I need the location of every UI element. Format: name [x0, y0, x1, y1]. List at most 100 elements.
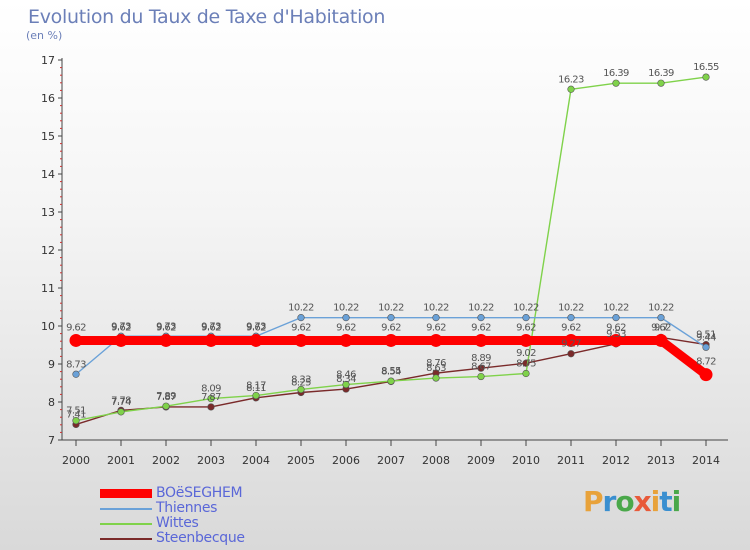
- data-point: [387, 314, 395, 322]
- data-point: [207, 394, 215, 403]
- data-label: 10.22: [603, 303, 629, 314]
- data-point: [432, 374, 440, 382]
- data-point: [567, 350, 575, 358]
- y-tick-label: 13: [41, 206, 55, 219]
- legend-swatch: [100, 538, 152, 540]
- data-label: 9.62: [336, 322, 356, 333]
- data-point: [342, 314, 350, 322]
- data-point: [432, 314, 440, 322]
- data-label: 7.78: [111, 395, 131, 406]
- y-tick-label: 7: [48, 434, 55, 447]
- data-label: 7.89: [156, 391, 176, 402]
- data-label: 8.73: [66, 359, 86, 370]
- data-label: 9.73: [156, 321, 176, 332]
- data-label: 9.02: [516, 348, 536, 359]
- data-label: 9.62: [111, 322, 131, 333]
- data-point: [702, 343, 710, 351]
- y-tick-label: 8: [48, 396, 55, 409]
- logo-letter: o: [615, 485, 634, 518]
- y-tick-label: 14: [41, 168, 55, 181]
- data-point: [207, 403, 215, 411]
- x-tick-label: 2008: [422, 454, 450, 467]
- x-tick-label: 2000: [62, 454, 90, 467]
- data-point: [519, 333, 533, 347]
- legend-label: Wittes: [156, 515, 199, 531]
- data-point: [159, 333, 173, 347]
- data-point: [609, 333, 623, 347]
- data-label: 9.62: [516, 322, 536, 333]
- data-label: 9.62: [156, 322, 176, 333]
- data-label: 8.11: [246, 383, 266, 394]
- data-label: 10.22: [468, 303, 494, 314]
- data-point: [252, 391, 260, 400]
- x-tick-label: 2010: [512, 454, 540, 467]
- chart-title: Evolution du Taux de Taxe d'Habitation: [28, 6, 386, 28]
- data-label: 10.22: [513, 303, 539, 314]
- data-label: 16.55: [693, 62, 719, 73]
- data-point: [384, 333, 398, 347]
- x-tick-label: 2004: [242, 454, 270, 467]
- data-point: [429, 333, 443, 347]
- data-label: 9.62: [426, 322, 446, 333]
- data-point: [342, 380, 350, 389]
- legend-swatch: [100, 508, 152, 510]
- data-label: 8.54: [381, 366, 401, 377]
- data-point: [477, 372, 485, 381]
- data-label: 16.39: [603, 68, 629, 79]
- data-label: 9.53: [606, 329, 626, 340]
- legend-label: Thiennes: [156, 500, 218, 516]
- data-point: [339, 333, 353, 347]
- y-tick-label: 15: [41, 130, 55, 143]
- x-tick-label: 2002: [152, 454, 180, 467]
- data-label: 8.72: [696, 357, 716, 368]
- data-point: [69, 333, 83, 347]
- data-label: 9.51: [696, 330, 716, 341]
- data-label: 7.51: [66, 406, 86, 417]
- legend-swatch: [100, 523, 152, 525]
- data-label: 16.39: [648, 68, 674, 79]
- data-label: 10.22: [333, 303, 359, 314]
- data-point: [699, 368, 713, 382]
- data-point: [567, 85, 575, 93]
- data-point: [114, 333, 128, 347]
- data-label: 8.76: [426, 358, 446, 369]
- data-label: 9.62: [201, 322, 221, 333]
- data-label: 9.62: [246, 322, 266, 333]
- data-label: 7.87: [201, 392, 221, 403]
- legend-label: BOëSEGHEM: [156, 485, 243, 501]
- data-label: 9.62: [471, 322, 491, 333]
- data-label: 8.09: [201, 384, 221, 395]
- data-point: [72, 370, 80, 378]
- data-point: [657, 79, 665, 87]
- data-label: 9.62: [651, 322, 671, 333]
- y-tick-label: 12: [41, 244, 55, 257]
- data-label: 9.62: [606, 322, 626, 333]
- x-tick-label: 2011: [557, 454, 585, 467]
- y-tick-label: 9: [48, 358, 55, 371]
- data-point: [522, 314, 530, 322]
- data-label: 8.75: [516, 359, 536, 370]
- data-label: 10.22: [558, 303, 584, 314]
- data-label: 9.62: [381, 322, 401, 333]
- data-point: [294, 333, 308, 347]
- logo-letter: i: [650, 485, 661, 518]
- data-point: [564, 333, 578, 347]
- data-label: 8.55: [381, 366, 401, 377]
- data-point: [249, 333, 263, 347]
- y-tick-label: 10: [41, 320, 55, 333]
- data-label: 8.67: [471, 362, 491, 373]
- logo-letter: r: [602, 485, 617, 518]
- data-point: [297, 385, 305, 394]
- y-tick-label: 16: [41, 92, 55, 105]
- data-point: [297, 314, 305, 322]
- legend-label: Steenbecque: [156, 530, 245, 546]
- data-label: 8.17: [246, 381, 266, 392]
- data-label: 9.73: [246, 321, 266, 332]
- data-label: 10.22: [378, 303, 404, 314]
- data-label: 10.22: [288, 303, 314, 314]
- x-tick-label: 2009: [467, 454, 495, 467]
- legend-swatch: [100, 489, 152, 498]
- data-point: [702, 73, 710, 81]
